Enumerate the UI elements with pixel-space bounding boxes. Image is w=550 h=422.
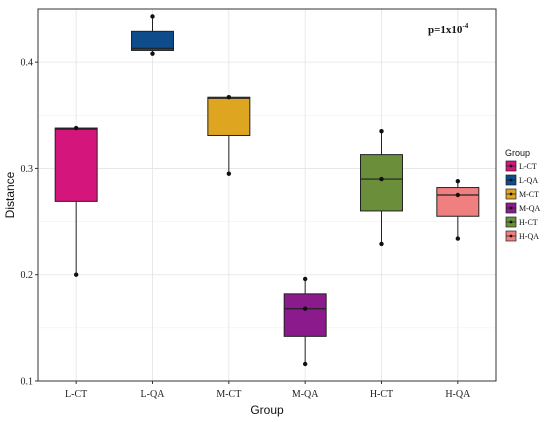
x-tick-label: H-CT <box>370 389 393 400</box>
legend-key-point <box>509 192 513 196</box>
data-point <box>455 236 461 241</box>
legend-key-point <box>509 164 513 168</box>
legend-key-point <box>509 234 513 238</box>
data-point <box>379 176 384 182</box>
x-tick-label: M-CT <box>216 389 241 400</box>
p-value-prefix: p=1x10 <box>428 24 463 36</box>
box-l-ct <box>54 125 98 277</box>
legend: Group L-CT L-QA M-CT M-QA H-CT H-QA <box>505 148 541 242</box>
p-value-annotation: p=1x10-4 <box>428 22 469 36</box>
y-tick-label: 0.4 <box>21 58 34 69</box>
y-tick-label: 0.2 <box>21 270 34 281</box>
legend-entry-label: H-QA <box>519 232 539 241</box>
legend-entry-label: H-CT <box>519 218 538 227</box>
legend-entry-label: M-QA <box>519 204 541 213</box>
y-tick-label: 0.3 <box>21 164 34 175</box>
data-point <box>455 178 461 184</box>
data-point <box>379 129 384 134</box>
p-value-exponent: -4 <box>462 22 468 30</box>
box-l-qa <box>131 14 174 56</box>
panel-background <box>38 9 496 381</box>
box-h-qa <box>436 178 480 241</box>
box-body <box>207 96 251 136</box>
y-axis-title: Distance <box>3 171 17 218</box>
box-body <box>360 154 403 212</box>
data-point <box>73 125 79 131</box>
legend-title: Group <box>505 148 530 158</box>
x-axis-ticks: L-CT L-QA M-CT M-QA H-CT H-QA <box>65 381 471 400</box>
box-body <box>54 127 98 202</box>
box-body <box>131 30 174 51</box>
legend-entry-label: L-CT <box>519 162 537 171</box>
y-axis-ticks: 0.1 0.2 0.3 0.4 <box>21 58 38 388</box>
boxes <box>54 14 480 367</box>
panel-border <box>37 8 497 382</box>
data-point <box>302 276 308 282</box>
x-tick-label: L-QA <box>141 389 166 400</box>
box-h-ct <box>360 129 403 247</box>
data-point <box>226 95 232 100</box>
data-point <box>302 361 308 367</box>
data-point <box>150 14 155 19</box>
data-point <box>455 192 461 198</box>
data-point <box>150 51 155 56</box>
x-axis-title: Group <box>250 403 284 417</box>
x-tick-label: H-QA <box>445 389 471 400</box>
legend-key-point <box>509 178 513 182</box>
data-point <box>379 241 384 247</box>
legend-entry-label: L-QA <box>519 176 538 185</box>
box-body <box>283 293 327 337</box>
data-point <box>73 272 79 277</box>
data-point <box>302 306 308 311</box>
box-m-ct <box>207 95 251 176</box>
data-point <box>226 171 232 176</box>
x-tick-label: M-QA <box>292 389 319 400</box>
box-body <box>436 187 480 217</box>
legend-key-point <box>509 206 513 210</box>
y-tick-label: 0.1 <box>21 377 34 388</box>
x-tick-label: L-CT <box>65 389 87 400</box>
legend-key-point <box>509 220 513 224</box>
box-m-qa <box>283 276 327 367</box>
legend-entry-label: M-CT <box>519 190 539 199</box>
